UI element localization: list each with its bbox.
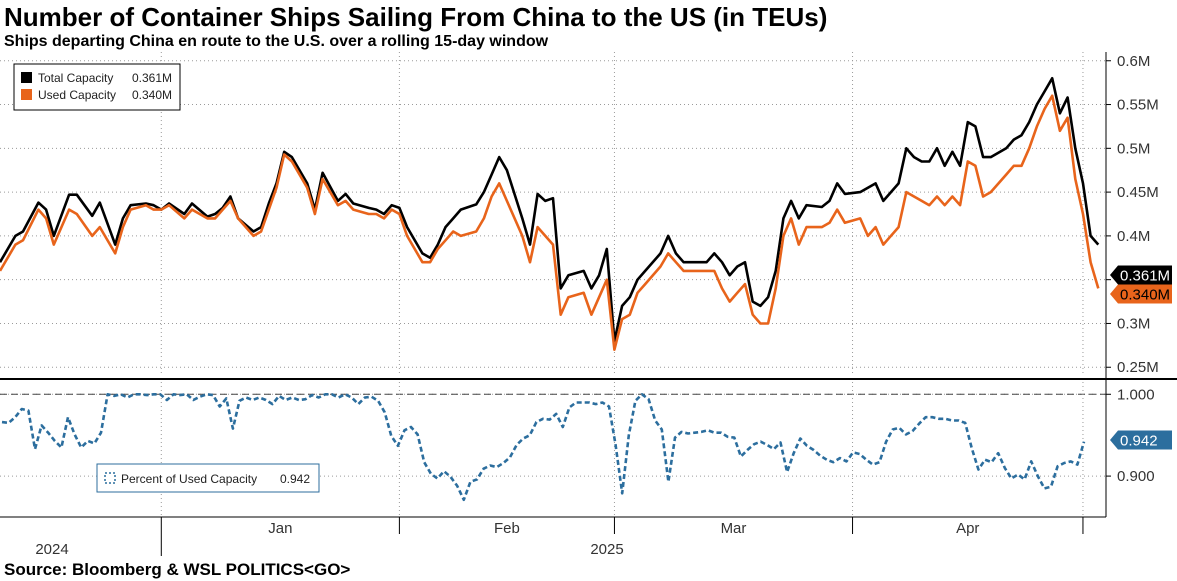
legend-label-used: Used Capacity (38, 88, 116, 102)
top-ytick-label: 0.25M (1117, 359, 1159, 376)
legend-swatch-used (21, 89, 32, 100)
legend-value-total: 0.361M (132, 71, 172, 85)
series-line-total-capacity (0, 77, 1100, 343)
legend-label-percent: Percent of Used Capacity (121, 472, 257, 486)
chart-title: Number of Container Ships Sailing From C… (4, 2, 828, 32)
top-ytick-label: 0.4M (1117, 228, 1150, 245)
bottom-ytick-label: 1.000 (1117, 386, 1155, 403)
last-value-tag-used: 0.340M (1120, 287, 1170, 304)
top-ytick-label: 0.55M (1117, 97, 1159, 114)
legend-value-percent: 0.942 (280, 472, 310, 486)
legend-top: Total Capacity 0.361M Used Capacity 0.34… (13, 63, 181, 111)
legend-swatch-percent (104, 472, 116, 484)
top-ytick-label: 0.5M (1117, 140, 1150, 157)
bottom-ytick-label: 0.900 (1117, 468, 1155, 485)
legend-bottom-box (96, 463, 320, 493)
top-ytick-label: 0.45M (1117, 184, 1159, 201)
month-label: Feb (494, 520, 520, 537)
top-ytick-label: 0.3M (1117, 315, 1150, 332)
legend-label-total: Total Capacity (38, 71, 113, 85)
year-label: 2025 (590, 541, 623, 558)
chart-source: Source: Bloomberg & WSL POLITICS<GO> (4, 560, 351, 579)
last-value-tag-total-bg (1110, 265, 1172, 285)
series-line-percent-used (1, 392, 1086, 502)
axis-layer: 0.6M0.55M0.5M0.45M0.4M0.35M0.3M0.25M1.00… (0, 52, 1177, 558)
last-value-tag-total: 0.361M (1120, 268, 1170, 285)
legend-bottom: Percent of Used Capacity 0.942 (96, 463, 320, 493)
last-value-tag-percent: 0.942 (1120, 433, 1158, 450)
last-value-tag-percent-bg (1110, 430, 1172, 450)
tag-layer: 0.361M 0.340M 0.942 (1110, 265, 1172, 450)
top-ytick-label: 0.6M (1117, 53, 1150, 70)
series-layer (0, 77, 1100, 502)
month-label: Apr (956, 520, 979, 537)
year-label: 2024 (35, 541, 68, 558)
series-line-used-capacity (0, 94, 1100, 352)
legend-swatch-total (21, 72, 32, 83)
legend-top-box (13, 63, 181, 111)
last-value-tag-used-bg (1110, 284, 1172, 304)
chart-subtitle: Ships departing China en route to the U.… (4, 33, 549, 50)
month-label: Mar (721, 520, 747, 537)
legend-value-used: 0.340M (132, 88, 172, 102)
month-label: Jan (268, 520, 292, 537)
grid-layer (0, 52, 1106, 517)
